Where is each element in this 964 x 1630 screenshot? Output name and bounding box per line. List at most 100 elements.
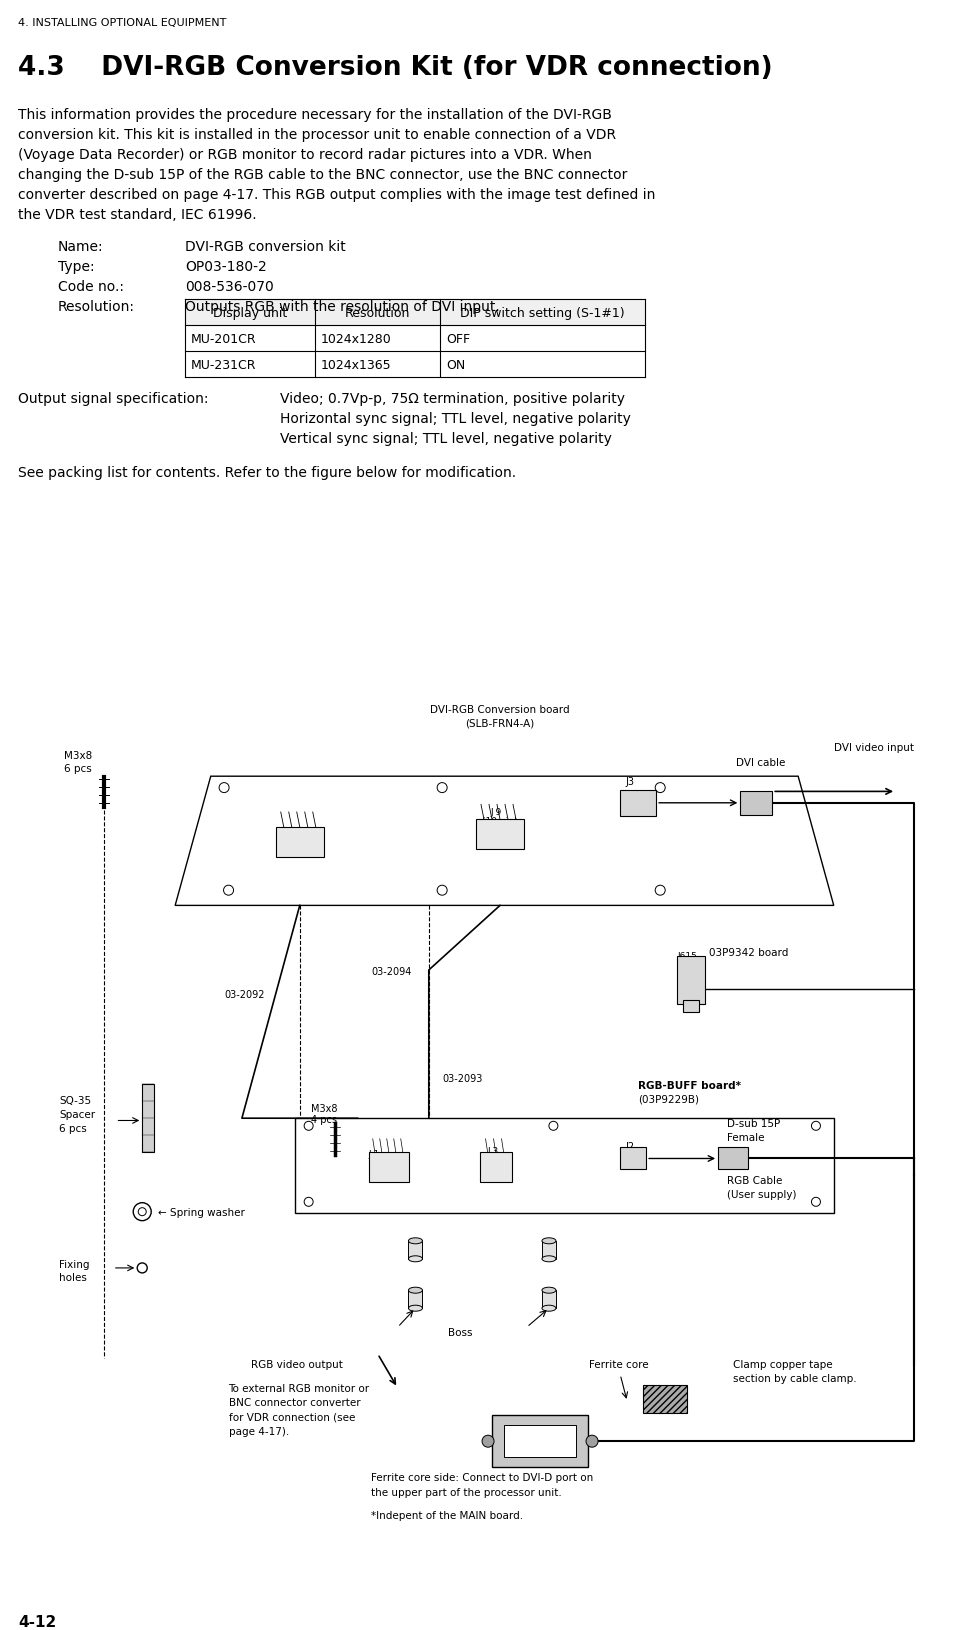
Bar [718, 1148, 748, 1170]
Polygon shape [175, 778, 834, 906]
Text: Horizontal sync signal; TTL level, negative polarity: Horizontal sync signal; TTL level, negat… [280, 412, 630, 425]
Text: Output signal specification:: Output signal specification: [18, 391, 208, 406]
Text: conversion kit. This kit is installed in the processor unit to enable connection: conversion kit. This kit is installed in… [18, 127, 616, 142]
Ellipse shape [542, 1306, 556, 1312]
Text: *Indepent of the MAIN board.: *Indepent of the MAIN board. [371, 1509, 523, 1519]
Text: RGB-BUFF board*: RGB-BUFF board* [638, 1081, 741, 1090]
Text: J 3: J 3 [488, 1146, 498, 1156]
Text: MU-201CR: MU-201CR [191, 333, 256, 346]
Ellipse shape [542, 1239, 556, 1244]
Text: Fixing: Fixing [60, 1258, 90, 1270]
Text: BNC connector converter: BNC connector converter [228, 1397, 361, 1407]
Text: D-sub 15P: D-sub 15P [727, 1118, 780, 1128]
Bar [620, 1148, 646, 1170]
Circle shape [437, 885, 447, 895]
Circle shape [219, 782, 229, 794]
Bar [620, 791, 656, 817]
Bar [678, 957, 706, 1004]
Text: Boss: Boss [447, 1327, 472, 1337]
Bar [504, 1425, 576, 1457]
Circle shape [656, 885, 665, 895]
Bar [409, 1291, 422, 1309]
Text: the VDR test standard, IEC 61996.: the VDR test standard, IEC 61996. [18, 209, 256, 222]
Ellipse shape [409, 1239, 422, 1244]
Circle shape [137, 1263, 147, 1273]
Text: page 4-17).: page 4-17). [228, 1426, 289, 1436]
Text: for VDR connection (see: for VDR connection (see [228, 1412, 355, 1421]
Text: 03-2094: 03-2094 [371, 967, 412, 976]
Text: J2: J2 [625, 1141, 634, 1151]
Bar [643, 1386, 686, 1413]
Circle shape [482, 1436, 494, 1447]
Polygon shape [295, 1118, 834, 1213]
Circle shape [133, 1203, 151, 1221]
Text: 4 pcs: 4 pcs [311, 1115, 337, 1125]
Circle shape [812, 1121, 820, 1131]
Circle shape [656, 782, 665, 794]
Ellipse shape [409, 1306, 422, 1312]
Text: (Voyage Data Recorder) or RGB monitor to record radar pictures into a VDR. When: (Voyage Data Recorder) or RGB monitor to… [18, 148, 592, 161]
Text: Ferrite core side: Connect to DVI-D port on: Ferrite core side: Connect to DVI-D port… [371, 1472, 593, 1482]
Text: J 4: J 4 [278, 826, 289, 835]
Bar [542, 1240, 556, 1258]
Text: J 9: J 9 [490, 807, 501, 817]
Text: Female: Female [727, 1133, 764, 1143]
Text: 6 pcs: 6 pcs [64, 764, 92, 774]
Text: Vertical sync signal; TTL level, negative polarity: Vertical sync signal; TTL level, negativ… [280, 432, 612, 445]
Text: (User supply): (User supply) [727, 1190, 796, 1200]
Text: DVI-RGB Conversion board: DVI-RGB Conversion board [430, 704, 570, 714]
Circle shape [586, 1436, 598, 1447]
Text: RGB Cable: RGB Cable [727, 1175, 783, 1185]
Text: 03-2093: 03-2093 [442, 1073, 483, 1082]
Ellipse shape [409, 1257, 422, 1262]
Text: ← Spring washer: ← Spring washer [158, 1208, 245, 1218]
Circle shape [812, 1198, 820, 1206]
Text: RGB video output: RGB video output [251, 1359, 342, 1369]
Text: Video; 0.7Vp-p, 75Ω termination, positive polarity: Video; 0.7Vp-p, 75Ω termination, positiv… [280, 391, 625, 406]
Text: 4.3    DVI-RGB Conversion Kit (for VDR connection): 4.3 DVI-RGB Conversion Kit (for VDR conn… [18, 55, 772, 82]
Circle shape [305, 1121, 313, 1131]
Text: converter described on page 4-17. This RGB output complies with the image test d: converter described on page 4-17. This R… [18, 187, 656, 202]
Text: MU-231CR: MU-231CR [191, 359, 256, 372]
Text: See packing list for contents. Refer to the figure below for modification.: See packing list for contents. Refer to … [18, 466, 516, 479]
Text: J 1: J 1 [369, 1149, 380, 1157]
Text: DVI video input: DVI video input [834, 743, 914, 753]
Text: OP03-180-2: OP03-180-2 [185, 259, 267, 274]
Text: the upper part of the processor unit.: the upper part of the processor unit. [371, 1487, 562, 1496]
Text: Ferrite core: Ferrite core [589, 1359, 649, 1369]
Text: Spacer: Spacer [60, 1110, 95, 1120]
Text: 4-12: 4-12 [18, 1614, 56, 1628]
Text: 008-536-070: 008-536-070 [185, 280, 274, 293]
Bar [276, 828, 324, 857]
Text: (SLB-FRN4-A): (SLB-FRN4-A) [466, 719, 535, 729]
Circle shape [305, 1198, 313, 1206]
Bar [369, 1152, 409, 1182]
Text: SQ-35: SQ-35 [60, 1095, 92, 1105]
Text: Outputs RGB with the resolution of DVI input.: Outputs RGB with the resolution of DVI i… [185, 300, 499, 315]
Bar [409, 1240, 422, 1258]
Text: 1024x1365: 1024x1365 [321, 359, 391, 372]
Bar [143, 1084, 154, 1152]
Text: Display unit: Display unit [213, 306, 287, 319]
Bar [740, 791, 772, 815]
Text: (03P9229B): (03P9229B) [638, 1094, 699, 1104]
Text: changing the D-sub 15P of the RGB cable to the BNC connector, use the BNC connec: changing the D-sub 15P of the RGB cable … [18, 168, 628, 183]
Text: DVI cable: DVI cable [736, 758, 786, 768]
Bar [479, 1152, 512, 1182]
Text: DIP switch setting (S-1#1): DIP switch setting (S-1#1) [460, 306, 625, 319]
Text: Clamp copper tape: Clamp copper tape [734, 1359, 833, 1369]
Text: ON: ON [446, 359, 466, 372]
Text: OFF: OFF [446, 333, 470, 346]
Text: 6 pcs: 6 pcs [60, 1123, 87, 1133]
Text: J615: J615 [678, 952, 697, 960]
Text: (6 pin): (6 pin) [278, 838, 308, 846]
Text: M3x8: M3x8 [311, 1104, 337, 1113]
Text: Type:: Type: [58, 259, 94, 274]
Text: M3x8: M3x8 [64, 750, 93, 760]
Circle shape [224, 885, 233, 895]
Bar [542, 1291, 556, 1309]
Text: This information provides the procedure necessary for the installation of the DV: This information provides the procedure … [18, 108, 612, 122]
Text: DVI-RGB conversion kit: DVI-RGB conversion kit [185, 240, 346, 254]
Text: 1024x1280: 1024x1280 [321, 333, 391, 346]
Text: 03-2092: 03-2092 [224, 989, 264, 999]
